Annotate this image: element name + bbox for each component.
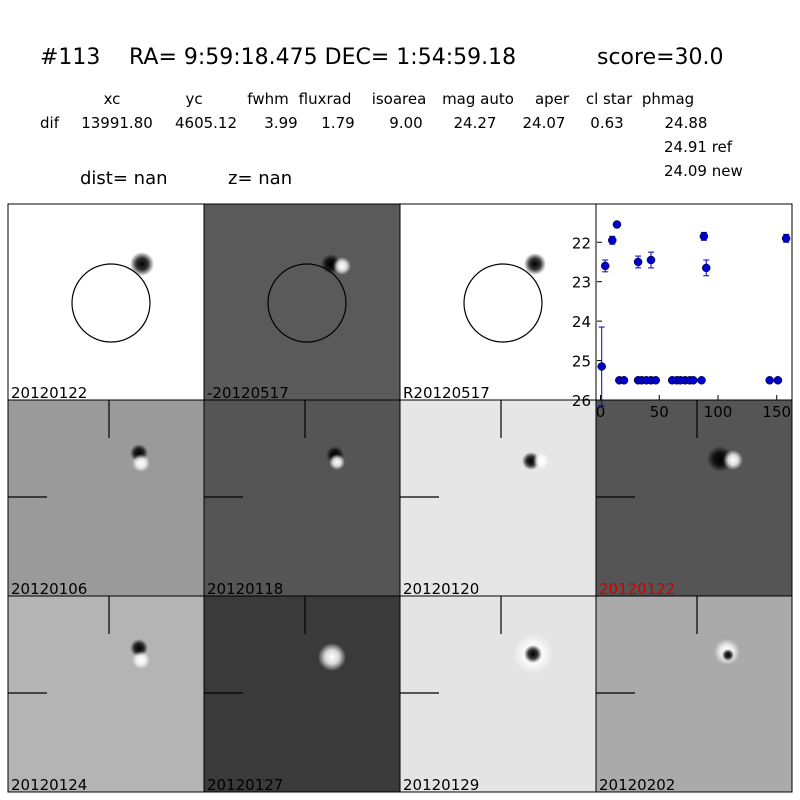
- data-point: [701, 263, 711, 273]
- stamps: [8, 204, 792, 792]
- column-header: fluxrad: [299, 90, 352, 108]
- ref-mag: 24.91 ref: [664, 138, 733, 156]
- panel-border: [595, 595, 793, 793]
- column-header: aper: [535, 90, 570, 108]
- column-header: cl star: [586, 90, 633, 108]
- data-point: [699, 232, 709, 241]
- object-id: #113: [40, 45, 100, 70]
- x-tick-label: 0: [596, 403, 606, 421]
- data-point: [600, 261, 610, 271]
- data-point: [781, 234, 791, 243]
- y-tick-label: 22: [572, 234, 591, 252]
- data-point: [597, 362, 606, 371]
- row-value: 9.00: [389, 114, 422, 132]
- row-value: 1.79: [321, 114, 354, 132]
- panel-label: R20120517: [403, 384, 490, 402]
- row-value: 24.27: [454, 114, 497, 132]
- y-tick-label: 26: [572, 392, 591, 410]
- panel-label: 20120124: [11, 776, 87, 794]
- score: score=30.0: [597, 45, 724, 70]
- panel-label: -20120517: [207, 384, 289, 402]
- data-point: [773, 376, 783, 385]
- data-point: [619, 376, 629, 385]
- coordinates: RA= 9:59:18.475 DEC= 1:54:59.18: [129, 45, 516, 70]
- column-header: yc: [185, 90, 202, 108]
- row-value: 13991.80: [81, 114, 153, 132]
- data-point: [646, 255, 656, 265]
- panel-label: 20120129: [403, 776, 479, 794]
- column-header: mag auto: [442, 90, 514, 108]
- row-value: 0.63: [590, 114, 623, 132]
- panel-label: 20120118: [207, 580, 283, 598]
- data-point: [697, 376, 706, 385]
- row-value: 24.88: [665, 114, 708, 132]
- data-point: [612, 220, 622, 229]
- panel-label: 20120127: [207, 776, 283, 794]
- panel-label: 20120122: [599, 580, 675, 598]
- y-tick-label: 25: [572, 353, 591, 371]
- data-point: [651, 376, 660, 385]
- y-tick-label: 23: [572, 274, 591, 292]
- row-label: dif: [40, 114, 60, 132]
- row-value: 4605.12: [175, 114, 237, 132]
- panel-label: 20120120: [403, 580, 479, 598]
- column-header: xc: [104, 90, 121, 108]
- data-point: [689, 376, 698, 385]
- new-mag: 24.09 new: [664, 162, 743, 180]
- y-tick-label: 24: [572, 313, 591, 331]
- data-point: [608, 236, 617, 245]
- data-point: [765, 376, 774, 385]
- panel-label: 20120202: [599, 776, 675, 794]
- column-header: phmag: [642, 90, 694, 108]
- data-point: [633, 257, 643, 267]
- row-value: 3.99: [264, 114, 297, 132]
- row-value: 24.07: [523, 114, 566, 132]
- dist: dist= nan: [80, 168, 168, 189]
- panel-label: 20120106: [11, 580, 87, 598]
- column-header: isoarea: [372, 90, 427, 108]
- redshift: z= nan: [228, 168, 292, 189]
- x-tick-label: 50: [650, 403, 669, 421]
- panel-label: 20120122: [11, 384, 87, 402]
- x-tick-label: 150: [762, 403, 791, 421]
- x-tick-label: 100: [704, 403, 733, 421]
- column-header: fwhm: [247, 90, 288, 108]
